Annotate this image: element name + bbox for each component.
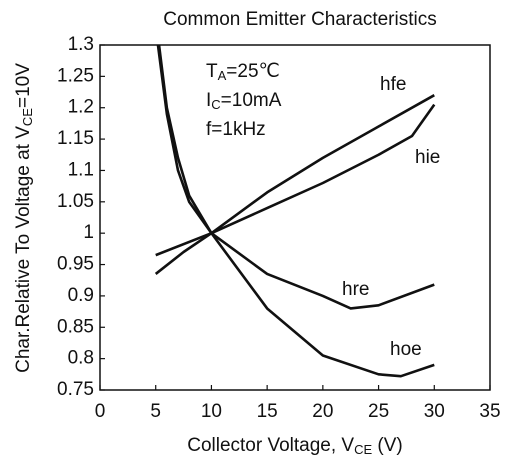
annotation: f=1kHz <box>206 119 266 140</box>
series-line <box>154 94 435 275</box>
y-tick-label: 1.15 <box>57 128 94 149</box>
y-tick-label: 1.1 <box>68 159 94 180</box>
x-label-main: Collector Voltage, V <box>187 435 354 456</box>
annotation: IC=10mA <box>206 90 282 112</box>
x-tick-label: 5 <box>150 401 161 422</box>
y-label-sub: CE <box>20 108 35 126</box>
x-tick-label: 30 <box>424 401 445 422</box>
x-label-tail: (V) <box>372 435 403 456</box>
annotation-tail: =10mA <box>221 90 282 111</box>
annotation-main: T <box>206 61 218 82</box>
series-label: hoe <box>390 339 422 360</box>
series-line <box>155 103 436 257</box>
series-label: hfe <box>380 74 406 95</box>
x-tick-label: 35 <box>479 401 500 422</box>
x-axis-label: Collector Voltage, VCE (V) <box>187 435 403 457</box>
x-tick-label: 20 <box>312 401 333 422</box>
plot-frame <box>99 44 491 391</box>
y-tick-label: 0.75 <box>57 379 94 400</box>
annotation: TA=25℃ <box>206 61 280 83</box>
y-tick-label: 0.95 <box>57 254 94 275</box>
series-label: hie <box>415 147 440 168</box>
series-line <box>156 45 435 378</box>
y-tick-label: 1.05 <box>57 191 94 212</box>
y-tick-label: 0.9 <box>68 285 94 306</box>
annotation-tail: =25℃ <box>226 61 280 82</box>
series-line <box>157 45 435 310</box>
annotation-main: I <box>206 90 211 111</box>
x-label-sub: CE <box>354 442 372 457</box>
annotation-sub: C <box>211 97 220 112</box>
x-tick-label: 25 <box>368 401 389 422</box>
y-tick-label: 1 <box>83 222 94 243</box>
y-label-main: Char.Relative To Voltage at V <box>13 126 34 373</box>
y-tick-label: 0.8 <box>68 348 94 369</box>
annotation-main: f=1kHz <box>206 119 266 140</box>
series-label: hre <box>342 279 369 300</box>
y-label-tail: =10V <box>13 63 34 108</box>
chart-title: Common Emitter Characteristics <box>163 9 436 30</box>
x-tick-label: 0 <box>95 401 106 422</box>
y-tick-label: 0.85 <box>57 316 94 337</box>
y-tick-label: 1.3 <box>68 34 94 55</box>
x-tick-label: 10 <box>201 401 222 422</box>
x-tick-label: 15 <box>257 401 278 422</box>
annotation-sub: A <box>218 68 227 83</box>
y-axis-label: Char.Relative To Voltage at VCE=10V <box>13 63 35 373</box>
y-tick-label: 1.25 <box>57 65 94 86</box>
y-tick-label: 1.2 <box>68 97 94 118</box>
